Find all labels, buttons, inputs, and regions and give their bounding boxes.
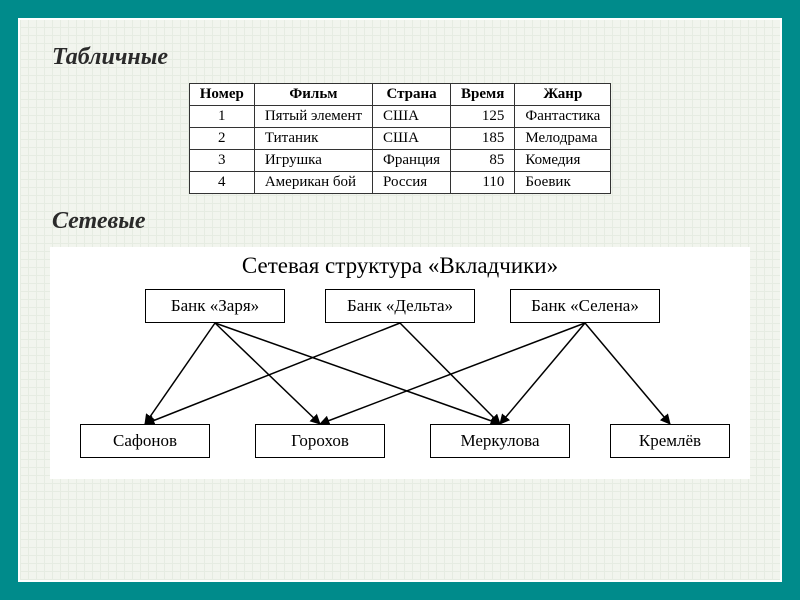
table-row: 1 Пятый элемент США 125 Фантастика xyxy=(189,106,611,128)
cell: Пятый элемент xyxy=(254,106,372,128)
cell: Титаник xyxy=(254,128,372,150)
content-panel: Табличные Номер Фильм Страна Время Жанр … xyxy=(18,18,782,582)
cell: Франция xyxy=(373,150,451,172)
cell: 125 xyxy=(451,106,515,128)
network-node: Сафонов xyxy=(80,424,210,458)
col-header: Страна xyxy=(373,84,451,106)
cell: 4 xyxy=(189,172,254,194)
network-edge xyxy=(585,323,670,424)
table-row: 4 Американ бой Россия 110 Боевик xyxy=(189,172,611,194)
cell: 2 xyxy=(189,128,254,150)
network-diagram-title: Сетевая структура «Вкладчики» xyxy=(50,253,750,279)
cell: Боевик xyxy=(515,172,611,194)
table-row: 2 Титаник США 185 Мелодрама xyxy=(189,128,611,150)
network-node: Банк «Заря» xyxy=(145,289,285,323)
cell: США xyxy=(373,128,451,150)
cell: США xyxy=(373,106,451,128)
films-header-row: Номер Фильм Страна Время Жанр xyxy=(189,84,611,106)
network-edge xyxy=(400,323,500,424)
col-header: Время xyxy=(451,84,515,106)
cell: Мелодрама xyxy=(515,128,611,150)
network-edge xyxy=(145,323,400,424)
col-header: Фильм xyxy=(254,84,372,106)
films-tbody: 1 Пятый элемент США 125 Фантастика 2 Тит… xyxy=(189,106,611,194)
films-table: Номер Фильм Страна Время Жанр 1 Пятый эл… xyxy=(189,83,612,194)
network-node: Банк «Селена» xyxy=(510,289,660,323)
network-edge xyxy=(215,323,500,424)
films-table-wrap: Номер Фильм Страна Время Жанр 1 Пятый эл… xyxy=(42,83,758,194)
network-node: Кремлёв xyxy=(610,424,730,458)
section-title-tabular: Табличные xyxy=(52,44,758,71)
network-edge xyxy=(500,323,585,424)
network-diagram-area: Банк «Заря» Банк «Дельта» Банк «Селена» Саф… xyxy=(70,289,730,469)
network-node: Меркулова xyxy=(430,424,570,458)
cell: 1 xyxy=(189,106,254,128)
network-node: Горохов xyxy=(255,424,385,458)
network-node: Банк «Дельта» xyxy=(325,289,475,323)
network-edge xyxy=(320,323,585,424)
network-panel: Сетевая структура «Вкладчики» Банк «Заря… xyxy=(50,247,750,479)
cell: Американ бой xyxy=(254,172,372,194)
cell: 85 xyxy=(451,150,515,172)
cell: Россия xyxy=(373,172,451,194)
col-header: Номер xyxy=(189,84,254,106)
network-edge xyxy=(215,323,320,424)
network-edge xyxy=(145,323,215,424)
cell: Фантастика xyxy=(515,106,611,128)
table-row: 3 Игрушка Франция 85 Комедия xyxy=(189,150,611,172)
cell: 110 xyxy=(451,172,515,194)
cell: 185 xyxy=(451,128,515,150)
outer-frame: Табличные Номер Фильм Страна Время Жанр … xyxy=(0,0,800,600)
col-header: Жанр xyxy=(515,84,611,106)
section-title-network: Сетевые xyxy=(52,208,758,235)
cell: 3 xyxy=(189,150,254,172)
cell: Комедия xyxy=(515,150,611,172)
cell: Игрушка xyxy=(254,150,372,172)
